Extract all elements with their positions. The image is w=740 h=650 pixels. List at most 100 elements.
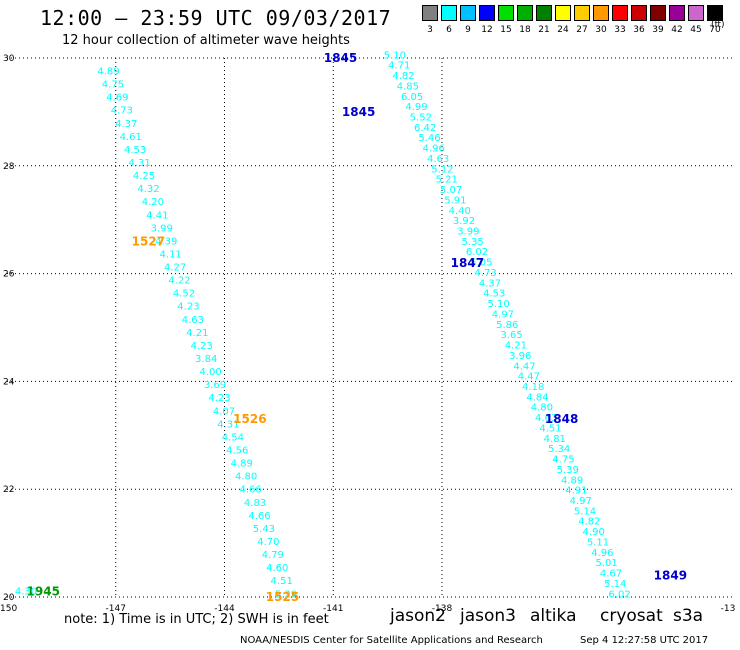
swh-value: 4.60 — [266, 563, 288, 574]
chart-title: 12:00 – 23:59 UTC 09/03/2017 — [40, 6, 392, 30]
swh-value: 4.90 — [583, 527, 605, 538]
legend-swatch — [498, 5, 514, 21]
swh-value: 5.21 — [436, 175, 458, 186]
legend-swatch-label: 36 — [633, 25, 645, 35]
swh-value: 4.81 — [544, 434, 566, 445]
x-tick-label: -144 — [214, 604, 235, 614]
swh-value: 4.70 — [257, 537, 279, 548]
swh-value: 4.73 — [111, 106, 133, 117]
swh-value: 4.47 — [518, 372, 540, 383]
swh-value: 5.10 — [487, 299, 509, 310]
swh-value: 4.41 — [146, 210, 168, 221]
swh-value: 6.42 — [414, 123, 436, 134]
y-tick-label: 26 — [3, 270, 15, 280]
swh-value: 4.79 — [262, 550, 284, 561]
swh-value: 4.20 — [142, 197, 164, 208]
legend-swatch — [593, 5, 609, 21]
swh-value: 4.97 — [570, 496, 592, 507]
swh-value: 4.61 — [120, 132, 142, 143]
satellite-label-jason2: jason2 — [390, 606, 446, 626]
legend-swatch — [574, 5, 590, 21]
swh-value: 4.23 — [177, 302, 199, 313]
legend-swatch-label: 21 — [538, 25, 550, 35]
swh-value: 5.11 — [587, 537, 609, 548]
swh-value: 4.73 — [475, 268, 497, 279]
legend-swatch-label: 33 — [614, 25, 626, 35]
swh-value: 3.92 — [453, 216, 475, 227]
swh-value: 4.75 — [102, 80, 124, 91]
swh-value: 4.32 — [137, 184, 159, 195]
swh-value: 4.69 — [106, 93, 128, 104]
swh-value: 3.65 — [500, 330, 522, 341]
swh-value: 4.80 — [531, 403, 553, 414]
legend-swatch-label: 18 — [519, 25, 531, 35]
swh-value: 4.22 — [168, 276, 190, 287]
swh-value: 4.31 — [217, 419, 239, 430]
swh-value: 4.83 — [244, 498, 266, 509]
satellite-label-s3a: s3a — [673, 606, 704, 626]
swh-value: 4.82 — [392, 71, 414, 82]
swh-value: 4.75 — [552, 455, 574, 466]
pass-time-label: 1526 — [233, 412, 266, 426]
swh-value: 5.43 — [253, 524, 275, 535]
swh-value: 5.46 — [418, 133, 440, 144]
swh-value: 4.11 — [160, 249, 182, 260]
swh-value: 4.23 — [191, 341, 213, 352]
swh-value: 4.91 — [565, 486, 587, 497]
legend-swatch-label: 6 — [446, 25, 452, 35]
swh-value: 5.34 — [548, 444, 570, 455]
swh-value: 4.63 — [427, 154, 449, 165]
swh-value: 6.02 — [466, 247, 488, 258]
pass-time-label: 1849 — [654, 568, 687, 582]
swh-value: 4.66 — [248, 511, 270, 522]
legend-swatch — [479, 5, 495, 21]
swh-value: 4.23 — [208, 393, 230, 404]
swh-value: 4.47 — [513, 361, 535, 372]
legend-swatch-label: 12 — [481, 25, 493, 35]
generated-timestamp: Sep 4 12:27:58 UTC 2017 — [580, 635, 709, 646]
swh-value: 4.18 — [522, 382, 544, 393]
swh-value: 4.53 — [483, 289, 505, 300]
swh-value: 4.89 — [97, 66, 119, 77]
swh-value: 4.80 — [235, 472, 257, 483]
swh-value: 4.89 — [231, 459, 253, 470]
legend-swatch — [441, 5, 457, 21]
legend-swatch — [688, 5, 704, 21]
swh-value: 4.63 — [182, 315, 204, 326]
swh-value: 5.14 — [604, 579, 626, 590]
legend-swatch-label: 42 — [671, 25, 683, 35]
swh-value: 4.85 — [397, 81, 419, 92]
swh-value: 5.07 — [440, 185, 462, 196]
pass-time-label: 1945 — [27, 585, 60, 599]
satellite-label-jason3: jason3 — [460, 606, 516, 626]
swh-value: 3.99 — [151, 223, 173, 234]
pass-time-label: 1527 — [132, 234, 165, 248]
swh-value: 3.96 — [509, 351, 531, 362]
y-tick-label: 22 — [3, 485, 14, 495]
swh-value: 4.51 — [271, 576, 293, 587]
legend-swatch — [517, 5, 533, 21]
satellite-label-cryosat: cryosat — [600, 606, 663, 626]
pass-time-label: 1525 — [266, 590, 299, 604]
y-tick-label: 20 — [3, 593, 15, 603]
legend-swatch — [460, 5, 476, 21]
y-tick-label: 30 — [3, 54, 15, 64]
swh-value: 5.14 — [574, 506, 596, 517]
legend-swatch — [612, 5, 628, 21]
legend-swatch-label: 70 — [709, 25, 721, 35]
swh-value: 4.40 — [449, 206, 471, 217]
swh-value: 4.53 — [124, 145, 146, 156]
legend-swatch — [422, 5, 438, 21]
y-tick-label: 24 — [3, 377, 15, 387]
swh-value: 4.99 — [405, 102, 427, 113]
x-tick-label: -150 — [0, 604, 17, 614]
swh-value: 5.01 — [596, 558, 618, 569]
swh-value: 5.52 — [410, 112, 432, 123]
legend-swatch — [536, 5, 552, 21]
x-tick-label: -147 — [106, 604, 126, 614]
swh-value: 4.67 — [600, 569, 622, 580]
swh-value: 4.37 — [115, 119, 137, 130]
swh-value: 4.21 — [186, 328, 208, 339]
legend-swatch-label: 39 — [652, 25, 664, 35]
